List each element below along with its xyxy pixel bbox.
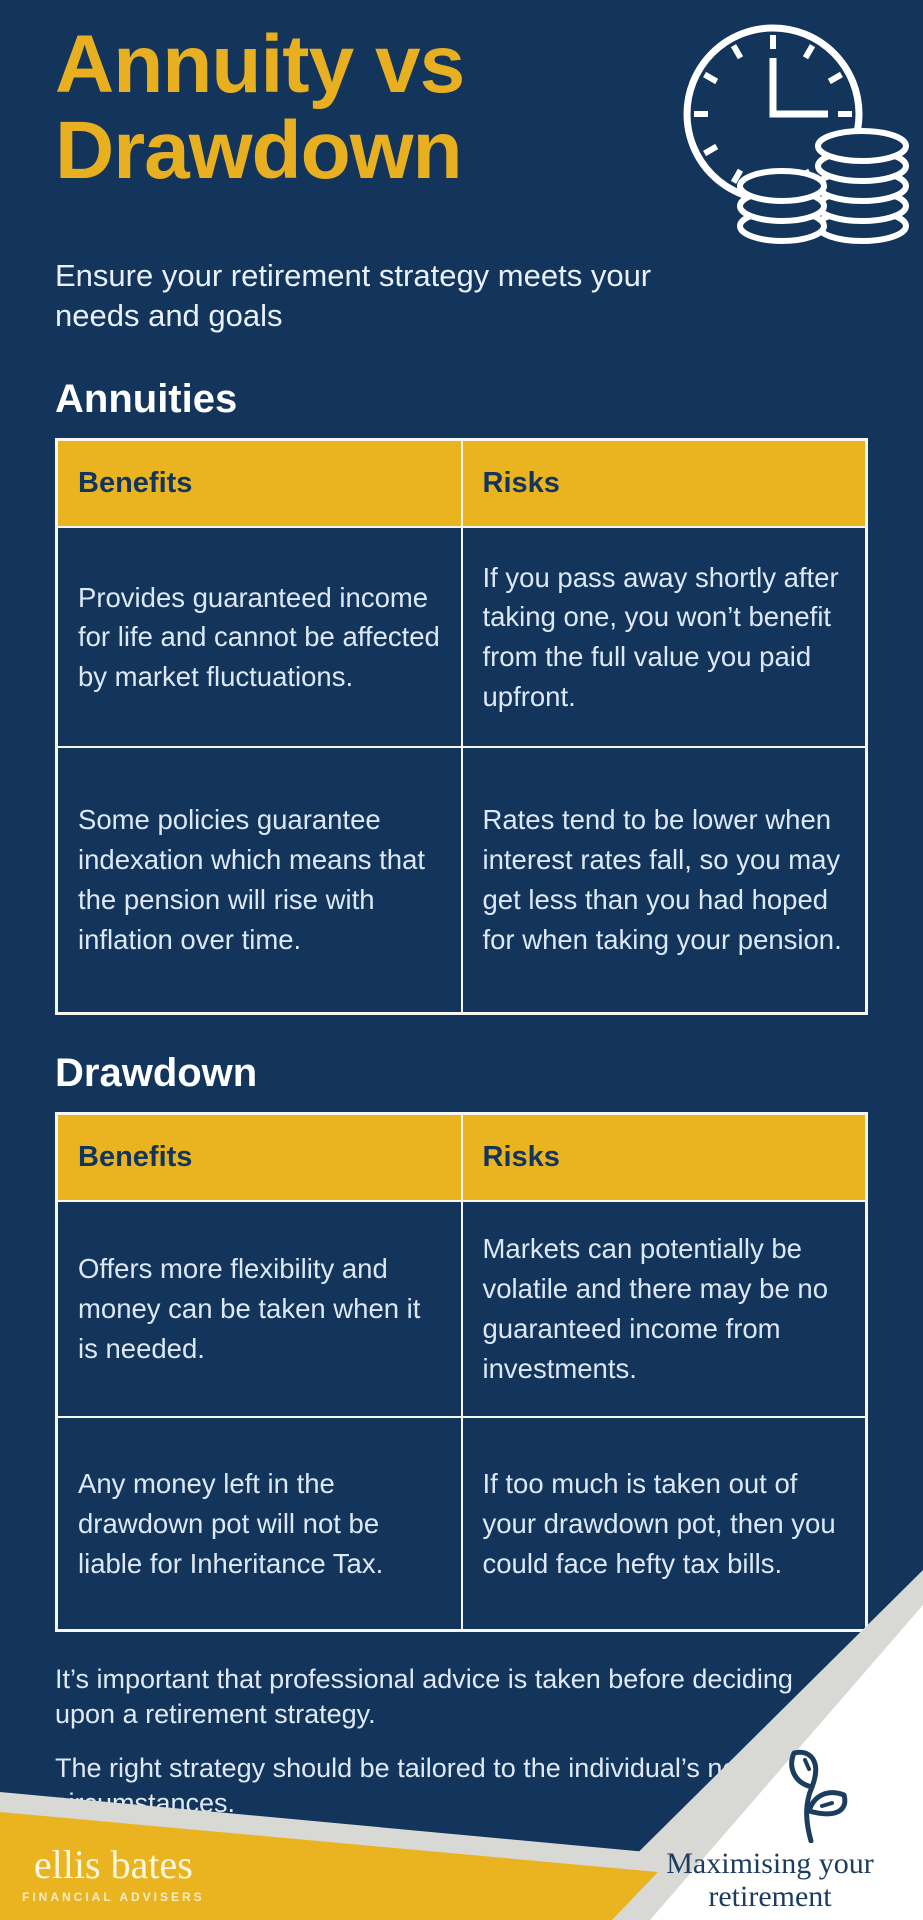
seedling-icon xyxy=(789,1749,848,1843)
annuities-table: Benefits Risks Provides guaranteed incom… xyxy=(55,438,868,1015)
section-heading-drawdown: Drawdown xyxy=(55,1050,258,1095)
slogan-text: Maximising your retirement xyxy=(666,1846,874,1914)
table-cell-benefit: Any money left in the drawdown pot will … xyxy=(55,1415,463,1632)
table-row: Offers more flexibility and money can be… xyxy=(55,1199,868,1418)
table-header-row: Benefits Risks xyxy=(55,438,868,529)
advice-note-1: It’s important that professional advice … xyxy=(55,1664,793,1730)
page-subtitle: Ensure your retirement strategy meets yo… xyxy=(55,258,652,333)
drawdown-table: Benefits Risks Offers more flexibility a… xyxy=(55,1111,868,1633)
column-header-risks: Risks xyxy=(460,438,868,529)
table-cell-benefit: Offers more flexibility and money can be… xyxy=(55,1199,463,1418)
table-cell-benefit: Provides guaranteed income for life and … xyxy=(55,526,463,749)
header: Annuity vs Drawdown xyxy=(0,0,923,244)
section-heading-annuities: Annuities xyxy=(55,377,238,422)
clock-and-coins-icon xyxy=(683,24,909,244)
page-title: Annuity vs Drawdown xyxy=(55,19,465,197)
table-row: Any money left in the drawdown pot will … xyxy=(55,1415,868,1632)
table-cell-benefit: Some policies guarantee indexation which… xyxy=(55,746,463,1015)
table-row: Some policies guarantee indexation which… xyxy=(55,746,868,1015)
slogan-block: Maximising your retirement xyxy=(635,1743,905,1914)
table-header-row: Benefits Risks xyxy=(55,1112,868,1202)
column-header-benefits: Benefits xyxy=(55,1112,463,1202)
table-cell-risk: Rates tend to be lower when interest rat… xyxy=(460,746,868,1015)
column-header-risks: Risks xyxy=(460,1112,868,1202)
table-cell-risk: If too much is taken out of your drawdow… xyxy=(460,1415,868,1632)
brand-tagline: FINANCIAL ADVISERS xyxy=(22,1890,205,1904)
table-cell-risk: If you pass away shortly after taking on… xyxy=(460,526,868,749)
brand-logo: ellis bates FINANCIAL ADVISERS xyxy=(22,1842,205,1905)
brand-name: ellis bates xyxy=(33,1842,193,1887)
column-header-benefits: Benefits xyxy=(55,438,463,529)
table-row: Provides guaranteed income for life and … xyxy=(55,526,868,749)
table-cell-risk: Markets can potentially be volatile and … xyxy=(460,1199,868,1418)
